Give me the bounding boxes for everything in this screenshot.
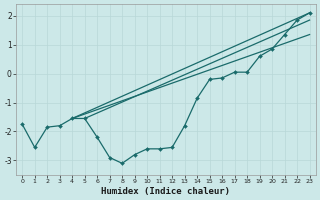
X-axis label: Humidex (Indice chaleur): Humidex (Indice chaleur) (101, 187, 230, 196)
